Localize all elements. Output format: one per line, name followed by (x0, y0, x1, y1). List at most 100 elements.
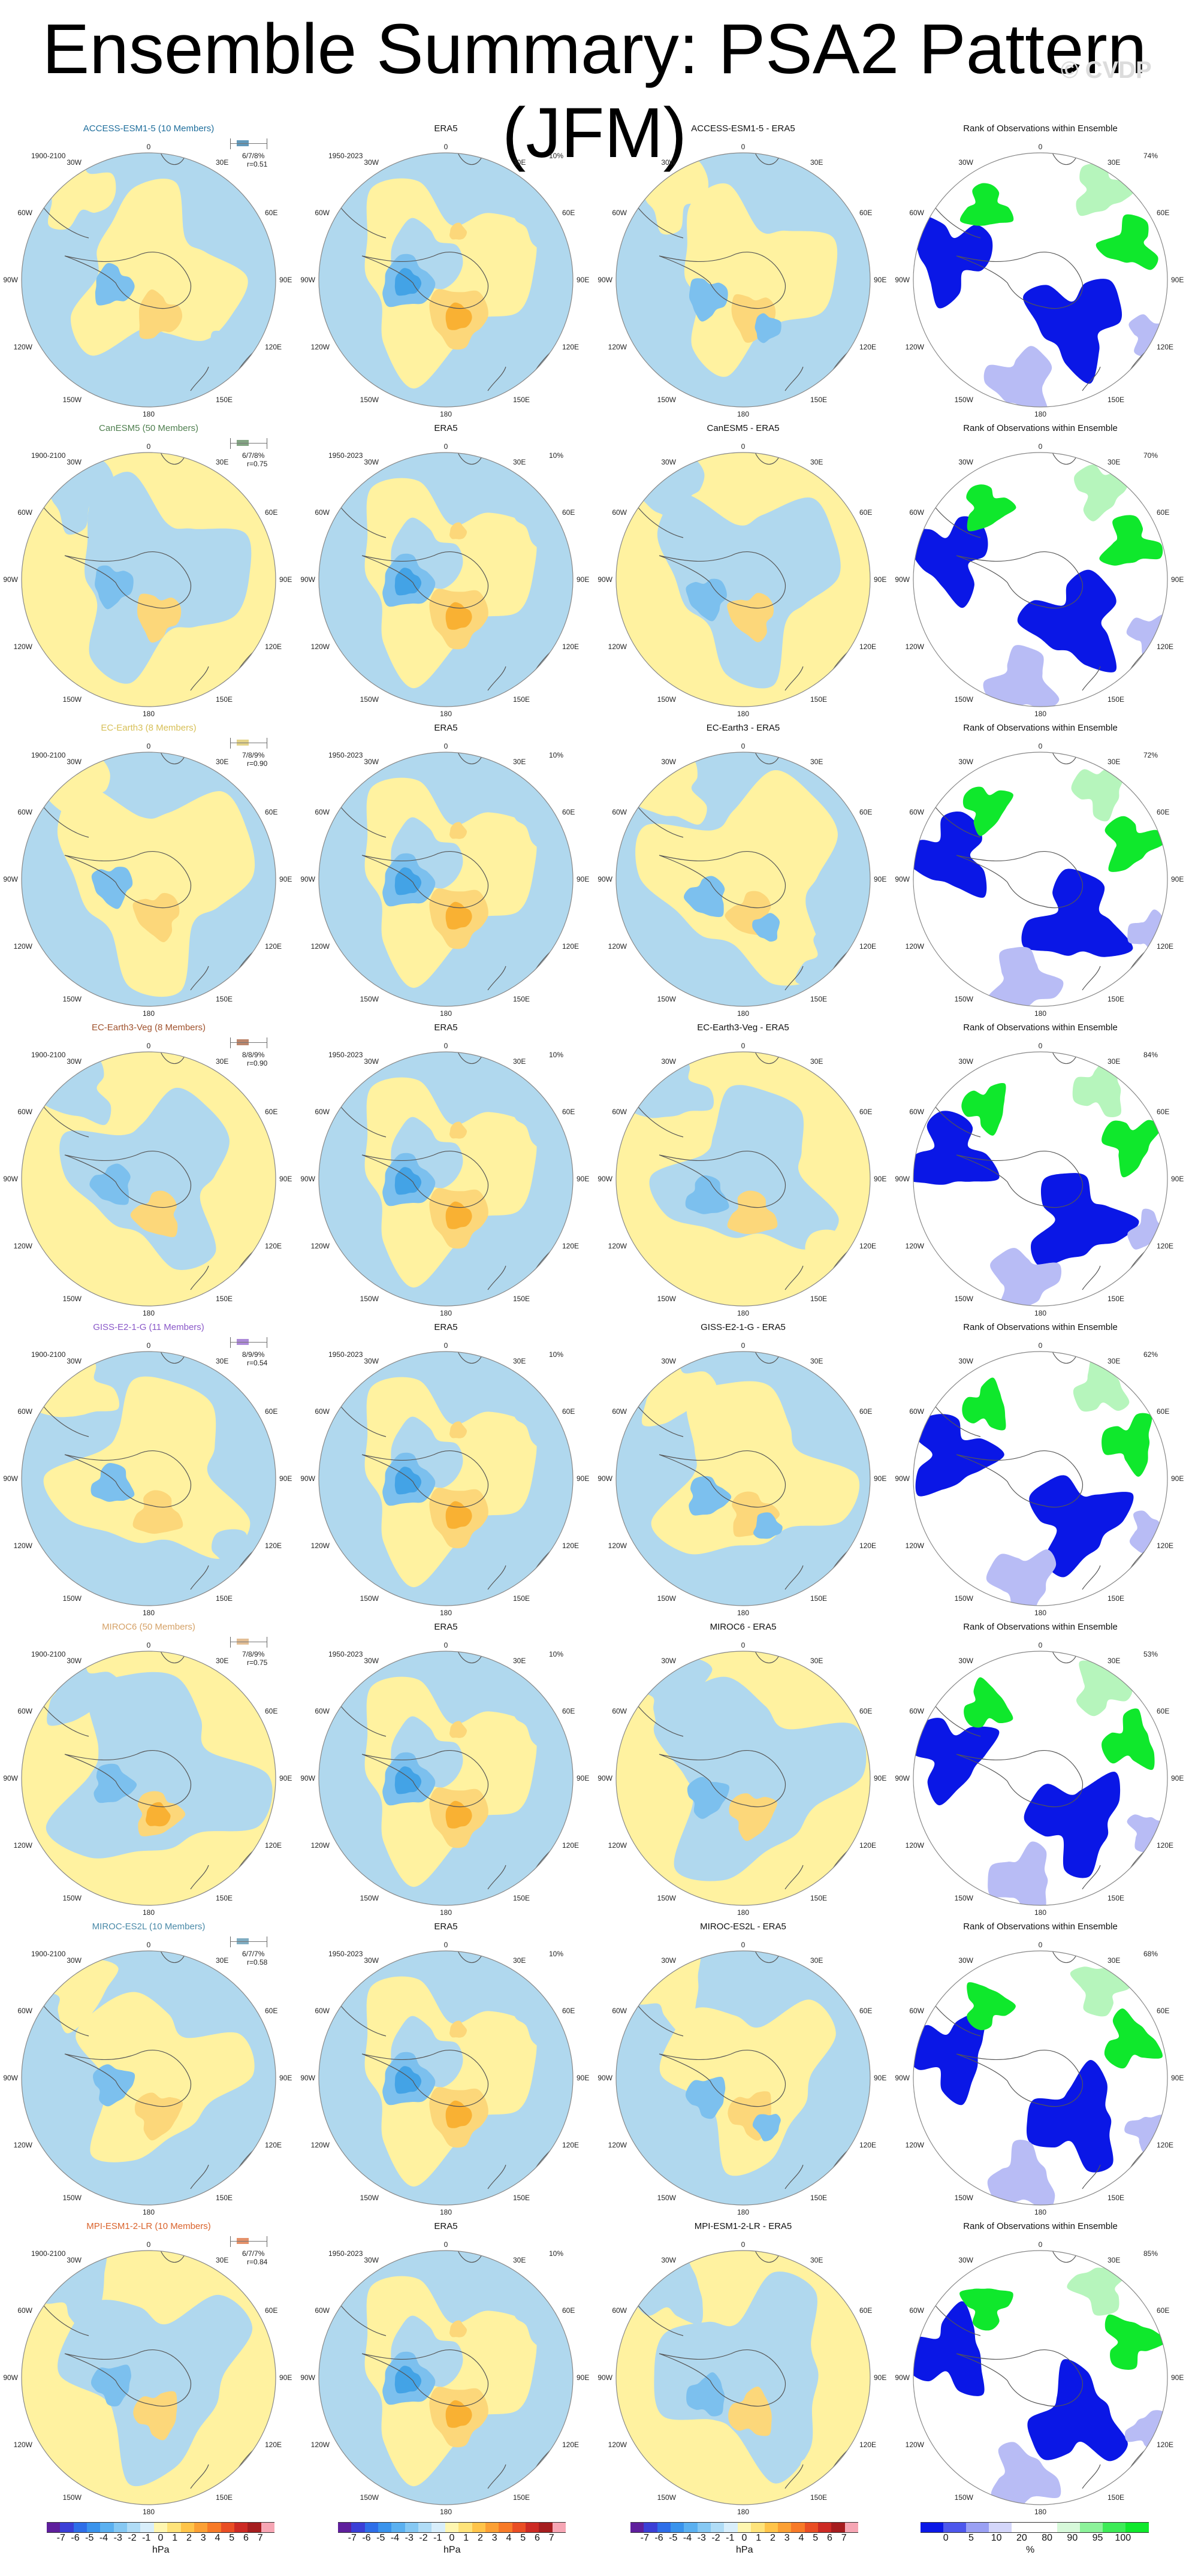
longitude-label: 30E (513, 1657, 526, 1665)
colorbar-tick-label: 5 (229, 2533, 235, 2543)
colorbar-swatch (221, 2522, 235, 2533)
longitude-label: 30W (364, 1657, 379, 1665)
figure-title: Ensemble Summary: PSA2 Pattern (JFM) (42, 10, 1147, 173)
longitude-label: 90W (300, 575, 315, 584)
polar-map: 0 180 90W 90E 30W 30E 60W 60E 120W 120E 150W 150E (597, 1941, 886, 2216)
longitude-label: 0 (741, 143, 746, 151)
colorbar-swatch (737, 2522, 752, 2533)
longitude-label: 120E (1157, 643, 1173, 651)
panel-title: Rank of Observations within Ensemble (963, 1922, 1118, 1932)
colorbar-swatch (60, 2522, 74, 2533)
longitude-label: 120W (14, 1841, 33, 1850)
colorbar-tick-label: 2 (478, 2533, 483, 2543)
longitude-label: 120W (14, 1542, 33, 1550)
longitude-label: 150E (810, 1894, 827, 1902)
longitude-label: 90W (3, 276, 18, 284)
longitude-label: 60W (17, 1407, 32, 1416)
longitude-label: 150E (216, 1295, 233, 1303)
percent-variance-label: 10% (549, 1350, 564, 1359)
longitude-label: 90W (597, 575, 612, 584)
longitude-label: 30E (513, 158, 526, 167)
longitude-label: 150W (360, 1295, 379, 1303)
longitude-label: 150E (1107, 1594, 1124, 1603)
colorbar-swatch (207, 2522, 222, 2533)
percent-variance-label: 10% (549, 2249, 564, 2258)
polar-map: 0 180 90W 90E 30W 30E 60W 60E 120W 120E 150W 150E (300, 1641, 589, 1917)
polar-map: 0 180 90W 90E 30W 30E 60W 60E 120W 120E 150W 150E (3, 1042, 292, 1317)
longitude-label: 150W (955, 695, 974, 704)
percent-variance-label: 6/7/7% (242, 2249, 265, 2258)
longitude-label: 0 (1039, 742, 1043, 750)
longitude-label: 90W (3, 1774, 18, 1782)
percent-variance-label: 7/8/9% (242, 751, 265, 759)
longitude-label: 0 (147, 1941, 151, 1949)
longitude-label: 30E (810, 458, 823, 466)
colorbar-tick-label: 7 (548, 2533, 554, 2543)
longitude-label: 30W (364, 458, 379, 466)
longitude-label: 90E (874, 1175, 886, 1183)
polar-map: 0 180 90W 90E 30W 30E 60W 60E 120W 120E 150W 150E (895, 1941, 1184, 2216)
colorbar-tick-label: -2 (128, 2533, 137, 2543)
colorbar-swatch (684, 2522, 698, 2533)
longitude-label: 90W (597, 1474, 612, 1483)
longitude-label: 0 (444, 143, 448, 151)
longitude-label: 0 (1039, 442, 1043, 451)
member-spread-icon (230, 1037, 267, 1048)
longitude-label: 120W (906, 1242, 925, 1250)
longitude-label: 30E (810, 758, 823, 766)
longitude-label: 0 (444, 742, 448, 750)
map-boundary-ring (21, 152, 276, 408)
colorbar-tick-label: 0 (158, 2533, 164, 2543)
longitude-label: 30E (810, 1657, 823, 1665)
longitude-label: 120E (859, 942, 876, 951)
longitude-label: 120E (1157, 343, 1173, 351)
colorbar-swatch (921, 2522, 944, 2533)
colorbar-swatch (140, 2522, 155, 2533)
longitude-label: 90W (895, 1175, 910, 1183)
colorbar-tick-label: -4 (390, 2533, 400, 2543)
longitude-label: 150W (955, 995, 974, 1003)
cvdp-watermark: © CVDP (1061, 57, 1152, 83)
longitude-label: 30W (364, 158, 379, 167)
longitude-label: 60W (17, 1108, 32, 1116)
panel-title: ERA5 (434, 723, 458, 733)
ensemble-mean-map: MIROC-ES2L (10 Members) 0 180 90W 90E 30W 30E 6… (0, 1921, 297, 2221)
longitude-label: 60E (859, 1707, 872, 1715)
longitude-label: 180 (1034, 1309, 1046, 1317)
longitude-label: 90E (874, 2074, 886, 2082)
longitude-label: 60E (562, 1707, 575, 1715)
polar-map: 0 180 90W 90E 30W 30E 60W 60E 120W 120E 150W 150E (3, 1941, 292, 2216)
polar-map: 0 180 90W 90E 30W 30E 60W 60E 120W 120E 150W 150E (300, 1341, 589, 1617)
longitude-label: 90E (279, 2074, 292, 2082)
longitude-label: 120W (14, 343, 33, 351)
longitude-label: 120W (906, 1542, 925, 1550)
longitude-label: 0 (444, 1042, 448, 1050)
longitude-label: 120W (608, 1542, 627, 1550)
longitude-label: 0 (741, 1341, 746, 1350)
rank-map: Rank of Observations within Ensemble 0 180… (892, 123, 1189, 423)
map-boundary-ring (21, 2250, 276, 2505)
longitude-label: 150E (1107, 2493, 1124, 2502)
polar-map: 0 180 90W 90E 30W 30E 60W 60E 120W 120E 150W 150E (597, 442, 886, 718)
colorbar-tick-label: 6 (243, 2533, 249, 2543)
panel-title: ERA5 (434, 1022, 458, 1033)
rank-percent-label: 68% (1143, 1950, 1158, 1958)
longitude-label: 120E (562, 643, 579, 651)
colorbar-swatch (1012, 2522, 1035, 2533)
longitude-label: 60E (562, 209, 575, 217)
colorbar-tick-label: -5 (376, 2533, 385, 2543)
colorbar-swatch (1080, 2522, 1103, 2533)
longitude-label: 150W (63, 1295, 82, 1303)
longitude-label: 30W (364, 1956, 379, 1965)
longitude-label: 90E (279, 276, 292, 284)
longitude-label: 180 (737, 2508, 749, 2516)
longitude-label: 60E (859, 2007, 872, 2015)
map-boundary-ring (615, 152, 871, 408)
longitude-label: 90W (3, 875, 18, 883)
longitude-label: 60E (859, 808, 872, 816)
period-label: 1950-2023 (328, 451, 363, 460)
percent-variance-label: 6/7/8% (242, 152, 265, 160)
panel-title: ERA5 (434, 1322, 458, 1332)
colorbar-tick-label: 3 (491, 2533, 497, 2543)
longitude-label: 60W (315, 1407, 330, 1416)
